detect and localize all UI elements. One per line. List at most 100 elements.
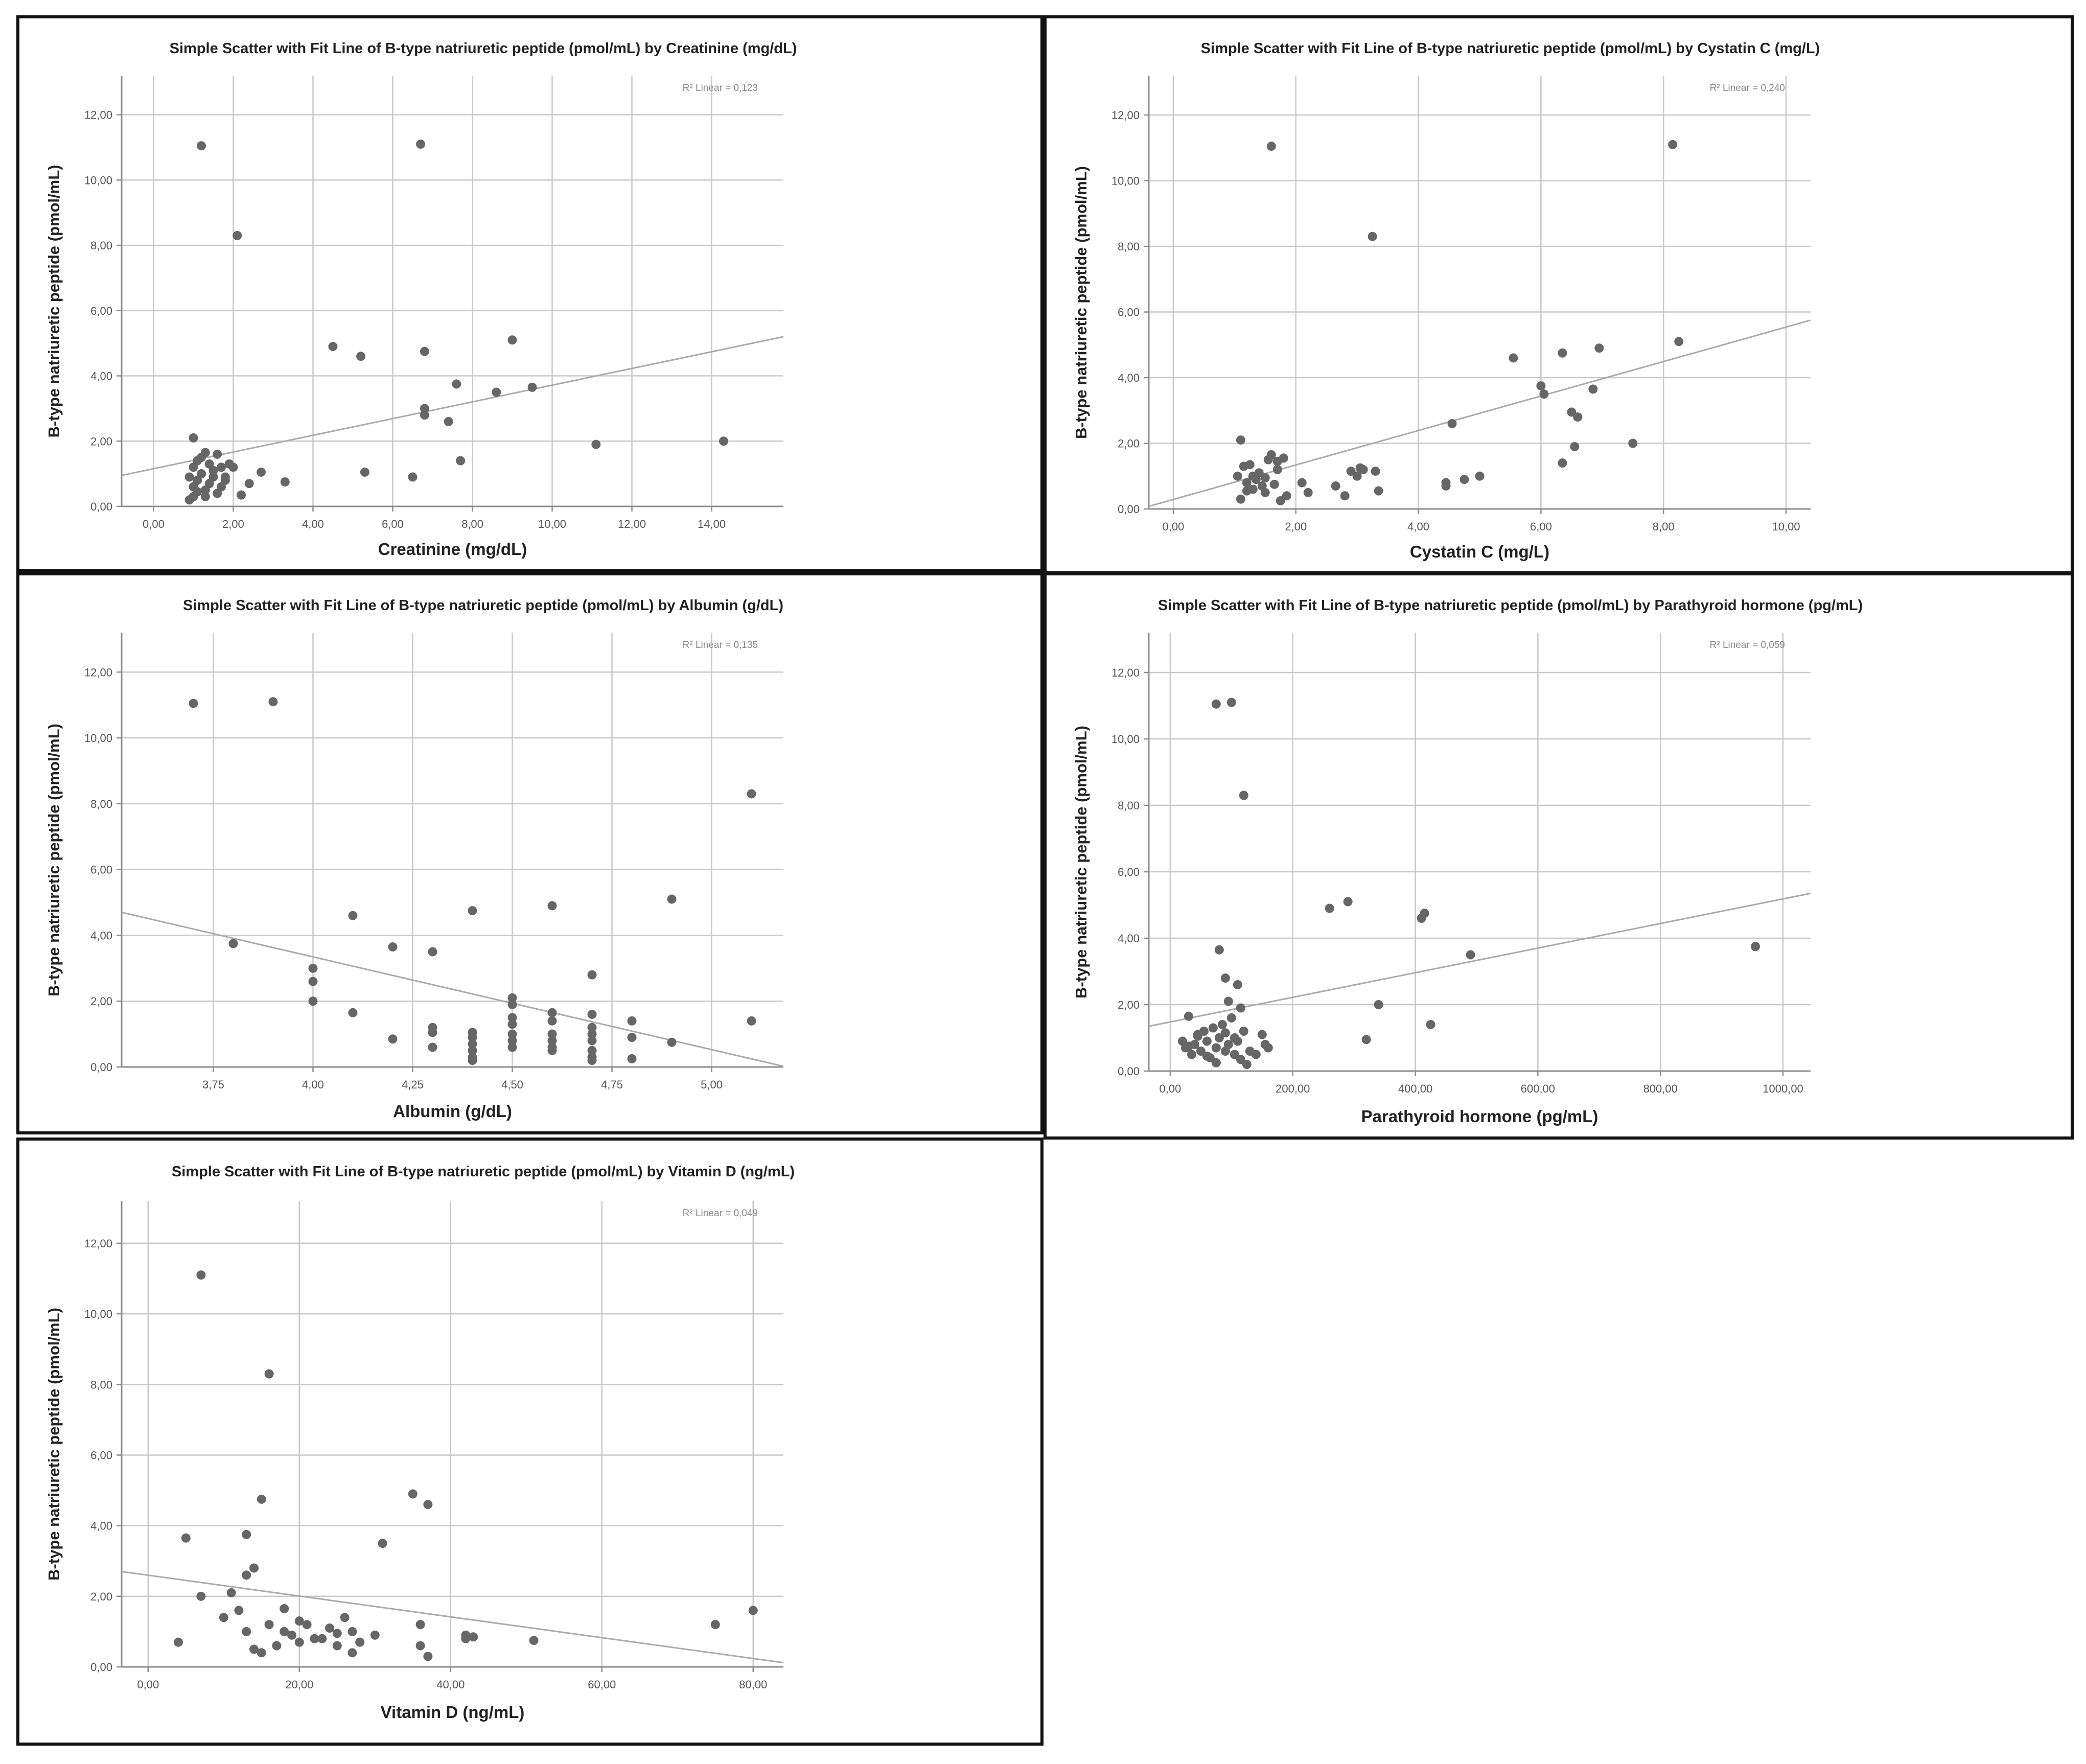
- data-point: [1668, 140, 1678, 149]
- scatter-chart: Simple Scatter with Fit Line of B-type n…: [45, 1164, 795, 1722]
- chart-title: Simple Scatter with Fit Line of B-type n…: [1201, 40, 1820, 57]
- chart-panel-vitamin-d: Simple Scatter with Fit Line of B-type n…: [16, 1138, 1044, 1746]
- data-point: [1331, 481, 1340, 491]
- x-tick-label: 6,00: [1530, 520, 1552, 533]
- data-point: [1233, 980, 1242, 989]
- data-point: [718, 436, 728, 446]
- data-point: [1374, 1000, 1383, 1009]
- y-tick-label: 12,00: [1111, 666, 1140, 679]
- data-point: [388, 1034, 398, 1044]
- data-point: [1196, 1047, 1206, 1056]
- data-point: [264, 1369, 274, 1379]
- data-point: [1361, 1035, 1371, 1045]
- data-point: [587, 1046, 597, 1055]
- y-tick-label: 10,00: [84, 1308, 112, 1320]
- x-tick-label: 40,00: [436, 1678, 465, 1691]
- data-point: [355, 1637, 365, 1647]
- data-point: [294, 1637, 304, 1647]
- data-point: [461, 1634, 471, 1643]
- data-point: [219, 1613, 228, 1622]
- data-point: [1217, 1020, 1227, 1029]
- data-point: [1509, 353, 1518, 363]
- x-tick-label: 5,00: [701, 1078, 723, 1091]
- data-point: [547, 901, 557, 911]
- data-point: [1239, 1027, 1248, 1036]
- y-tick-label: 8,00: [1118, 799, 1140, 812]
- data-point: [332, 1641, 342, 1651]
- data-point: [196, 1270, 206, 1280]
- y-axis-label: B-type natriuretic peptide (pmol/mL): [45, 1308, 63, 1581]
- data-point: [420, 410, 429, 420]
- y-tick-label: 10,00: [84, 174, 112, 187]
- fit-line: [1148, 892, 1811, 1027]
- x-tick-label: 4,50: [501, 1078, 523, 1091]
- data-point: [1184, 1041, 1193, 1051]
- y-axis-label: B-type natriuretic peptide (pmol/mL): [1072, 166, 1090, 439]
- data-point: [184, 472, 194, 482]
- scatter-chart: Simple Scatter with Fit Line of B-type n…: [45, 40, 797, 559]
- data-point: [1594, 343, 1604, 353]
- data-point: [244, 479, 254, 489]
- data-point: [1202, 1051, 1212, 1061]
- y-tick-label: 10,00: [84, 732, 112, 745]
- data-point: [1343, 897, 1353, 907]
- data-point: [1242, 1060, 1251, 1069]
- x-tick-label: 800,00: [1643, 1082, 1678, 1095]
- data-point: [196, 1591, 206, 1601]
- data-point: [1223, 1040, 1233, 1049]
- data-point: [228, 939, 238, 948]
- y-tick-label: 4,00: [90, 1520, 112, 1533]
- y-tick-label: 6,00: [1118, 306, 1140, 319]
- data-point: [370, 1630, 380, 1640]
- data-point: [468, 1056, 477, 1065]
- y-tick-label: 4,00: [1118, 372, 1140, 384]
- data-point: [242, 1627, 251, 1636]
- chart-title: Simple Scatter with Fit Line of B-type n…: [172, 1164, 795, 1180]
- data-point: [264, 1620, 274, 1630]
- data-point: [1223, 996, 1233, 1006]
- data-point: [280, 1604, 289, 1613]
- data-point: [1368, 231, 1377, 241]
- scatter-chart: Simple Scatter with Fit Line of B-type n…: [1072, 40, 1820, 561]
- data-point: [627, 1033, 637, 1042]
- data-point: [1251, 1050, 1261, 1059]
- data-point: [452, 379, 461, 389]
- data-point: [213, 449, 222, 459]
- data-point: [408, 1489, 418, 1499]
- data-point: [547, 1016, 557, 1026]
- y-tick-label: 6,00: [1118, 866, 1140, 878]
- data-point: [468, 906, 477, 916]
- x-tick-label: 0,00: [1163, 520, 1185, 533]
- data-point: [1447, 419, 1457, 428]
- y-tick-label: 8,00: [1118, 240, 1140, 253]
- data-point: [1242, 478, 1251, 488]
- data-point: [591, 439, 601, 449]
- data-point: [317, 1634, 327, 1643]
- data-point: [710, 1620, 720, 1630]
- data-point: [1558, 458, 1567, 468]
- data-point: [1208, 1023, 1218, 1033]
- fit-line: [121, 336, 784, 476]
- y-axis-label: B-type natriuretic peptide (pmol/mL): [45, 165, 63, 438]
- data-point: [378, 1539, 387, 1548]
- x-tick-label: 0,00: [137, 1678, 159, 1691]
- data-point: [1220, 1028, 1230, 1038]
- data-point: [529, 1636, 539, 1645]
- data-point: [347, 1648, 357, 1658]
- data-point: [1266, 450, 1276, 459]
- y-tick-label: 2,00: [1118, 437, 1140, 450]
- data-point: [1236, 1055, 1245, 1064]
- chart-title: Simple Scatter with Fit Line of B-type n…: [183, 597, 783, 614]
- data-point: [224, 459, 234, 469]
- y-tick-label: 4,00: [1118, 932, 1140, 945]
- data-point: [200, 448, 210, 457]
- y-tick-label: 2,00: [1118, 999, 1140, 1011]
- data-point: [1340, 491, 1350, 501]
- y-tick-label: 8,00: [90, 798, 112, 810]
- data-point: [388, 942, 398, 951]
- data-point: [587, 1056, 597, 1065]
- data-point: [325, 1623, 334, 1633]
- data-point: [469, 1632, 478, 1642]
- data-point: [747, 789, 756, 799]
- x-tick-label: 1000,00: [1763, 1082, 1803, 1095]
